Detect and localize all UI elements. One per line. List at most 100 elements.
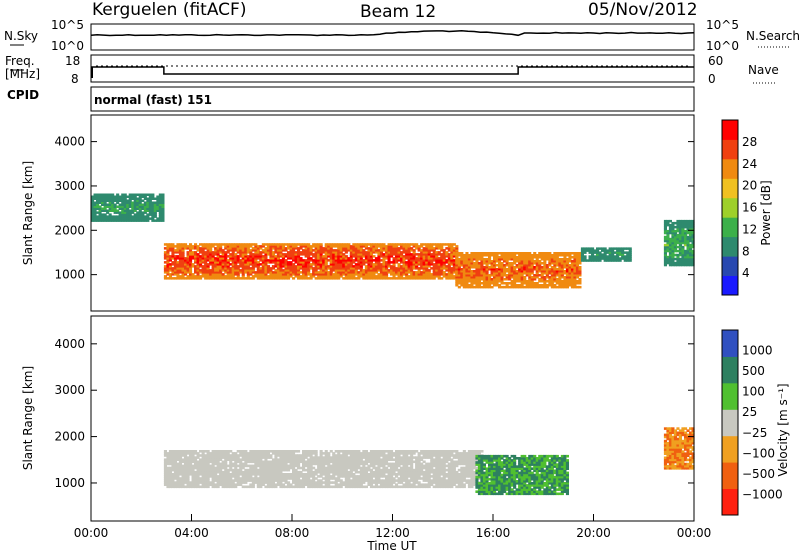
echo-cell (201, 245, 205, 248)
echo-cell (467, 262, 471, 265)
echo-cell (269, 473, 273, 476)
echo-cell (168, 460, 172, 464)
echo-cell (359, 263, 363, 266)
echo-cell (297, 477, 301, 480)
echo-cell (106, 215, 110, 218)
echo-cell (307, 257, 311, 260)
echo-cell (292, 466, 296, 470)
echo-cell (673, 261, 677, 265)
echo-cell (332, 473, 336, 476)
echo-cell (455, 245, 459, 248)
echo-cell (221, 466, 225, 470)
echo-cell (201, 253, 205, 256)
echo-cell (266, 456, 270, 459)
echo-cell (199, 454, 203, 457)
echo-cell (211, 475, 215, 478)
echo-cell (347, 462, 351, 466)
echo-cell (249, 458, 253, 461)
echo-cell (377, 485, 381, 489)
echo-cell (543, 268, 547, 271)
echo-cell (385, 269, 389, 272)
echo-cell (452, 267, 456, 270)
echo-cell (292, 273, 296, 276)
echo-cell (583, 251, 587, 254)
echo-cell (432, 249, 436, 252)
echo-cell (226, 277, 230, 280)
echo-cell (229, 267, 233, 270)
echo-cell (488, 282, 492, 285)
echo-cell (269, 277, 273, 280)
echo-cell (387, 243, 391, 246)
echo-cell (256, 462, 260, 466)
echo-cell (684, 225, 688, 229)
echo-cell (352, 275, 356, 278)
echo-cell (221, 267, 225, 270)
echo-cell (678, 249, 682, 253)
echo-cell (369, 265, 373, 268)
echo-cell (432, 275, 436, 278)
echo-cell (194, 483, 198, 486)
echo-cell (138, 219, 142, 222)
echo-cell (364, 265, 368, 268)
echo-cell (168, 265, 172, 268)
echo-cell (234, 477, 238, 480)
echo-cell (324, 263, 328, 266)
echo-cell (239, 452, 243, 455)
echo-cell (133, 203, 137, 206)
echo-cell (244, 251, 248, 254)
echo-cell (201, 470, 205, 474)
echo-cell (178, 470, 182, 474)
echo-cell (548, 260, 552, 263)
echo-cell (339, 257, 343, 260)
echo-cell (367, 460, 371, 464)
echo-cell (663, 259, 667, 263)
echo-cell (284, 271, 288, 274)
echo-cell (287, 267, 291, 270)
echo-cell (493, 278, 497, 281)
echo-cell (101, 197, 105, 200)
echo-cell (206, 485, 210, 489)
echo-cell (274, 243, 278, 246)
echo-cell (359, 267, 363, 270)
echo-cell (194, 470, 198, 474)
echo-cell (101, 195, 105, 198)
echo-cell (309, 470, 313, 474)
echo-cell (274, 473, 278, 476)
echo-cell (337, 265, 341, 268)
echo-cell (264, 253, 268, 256)
echo-cell (234, 277, 238, 280)
echo-cell (214, 454, 218, 457)
echo-cell (553, 266, 557, 269)
echo-cell (249, 245, 253, 248)
echo-cell (337, 454, 341, 457)
echo-cell (455, 272, 459, 275)
echo-cell (369, 261, 373, 264)
echo-cell (342, 269, 346, 272)
echo-cell (289, 452, 293, 455)
echo-cell (482, 258, 486, 261)
echo-cell (611, 253, 615, 256)
echo-cell (362, 249, 366, 252)
echo-cell (254, 245, 258, 248)
echo-cell (681, 255, 685, 259)
echo-cell (259, 477, 263, 480)
echo-cell (274, 475, 278, 478)
echo-cell (538, 252, 542, 255)
echo-cell (676, 233, 680, 237)
echo-cell (287, 473, 291, 476)
echo-cell (575, 270, 579, 273)
echo-cell (535, 282, 539, 285)
echo-cell (108, 215, 112, 218)
echo-cell (445, 259, 449, 262)
echo-cell (407, 247, 411, 250)
echo-cell (302, 243, 306, 246)
echo-cell (342, 265, 346, 268)
echo-cell (292, 460, 296, 464)
echo-cell (246, 475, 250, 478)
echo-cell (93, 207, 97, 210)
echo-cell (681, 235, 685, 239)
echo-cell (395, 464, 399, 468)
echo-cell (518, 285, 522, 289)
echo-cell (558, 284, 562, 287)
echo-cell (186, 245, 190, 248)
